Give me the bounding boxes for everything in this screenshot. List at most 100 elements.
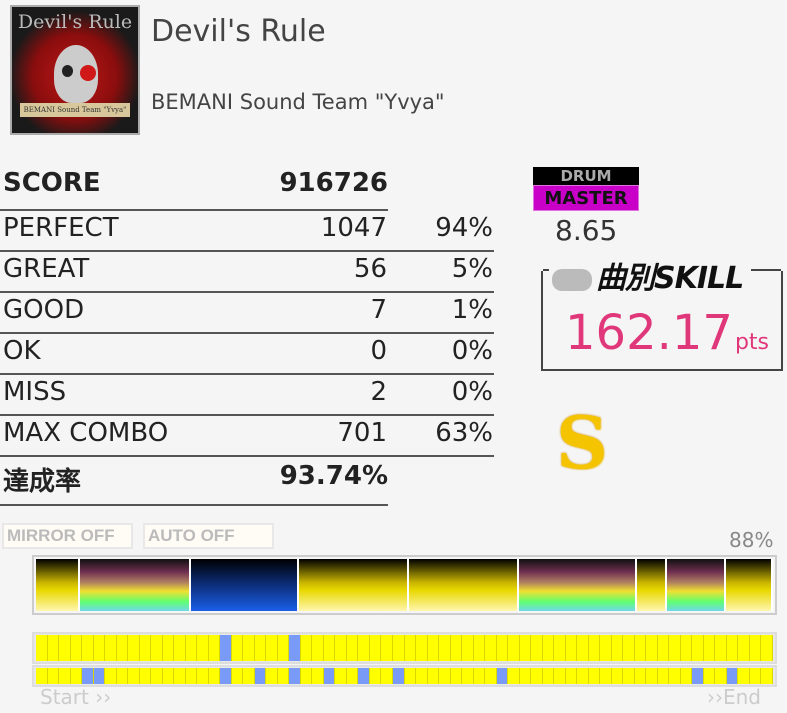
timeline-cell	[588, 635, 601, 661]
judgement-row: GOOD 7 1%	[0, 292, 494, 333]
judgement-count: 701	[337, 418, 387, 448]
timeline-cell	[600, 668, 612, 684]
timeline-cell	[358, 668, 370, 684]
difficulty-level: 8.65	[555, 214, 618, 247]
divider	[0, 455, 494, 457]
timeline-cell	[450, 635, 463, 661]
timeline-cell	[462, 635, 474, 661]
timeline-cell	[404, 668, 417, 684]
timeline-cell	[139, 635, 152, 661]
timeline-cell	[47, 668, 60, 684]
timeline-cell	[542, 668, 555, 684]
judgement-row: MAX COMBO 701 63%	[0, 415, 494, 456]
achievement-row: 達成率 93.74%	[0, 458, 388, 499]
timeline-cell	[243, 635, 255, 661]
timeline-cell	[715, 668, 727, 684]
timeline-cell	[323, 668, 336, 684]
section-yellow	[299, 559, 410, 611]
timeline-cell	[542, 635, 555, 661]
timeline-cell	[646, 668, 658, 684]
timeline-cell	[611, 668, 624, 684]
skull-eye	[62, 65, 73, 77]
timeline-cell	[496, 668, 509, 684]
skill-number: 162.17	[565, 305, 733, 361]
instrument-label: DRUM	[533, 167, 639, 185]
timeline-cell	[36, 635, 48, 661]
skill-box	[541, 269, 783, 371]
jacket-banner: BEMANI Sound Team "Yvya"	[20, 103, 130, 117]
judgement-count: 0	[370, 336, 387, 366]
timeline-cell	[726, 635, 739, 661]
timeline-cell	[243, 668, 255, 684]
timeline-cell	[623, 668, 635, 684]
timeline-cell	[531, 668, 543, 684]
timeline-cell	[439, 635, 451, 661]
judgement-label: GREAT	[3, 254, 90, 284]
timeline-cell	[531, 635, 543, 661]
timeline-cell	[392, 668, 405, 684]
jacket-title: Devil's Rule	[17, 11, 133, 33]
judgement-percent: 0%	[451, 336, 493, 366]
timeline-cell	[128, 635, 140, 661]
timeline-cell	[300, 668, 313, 684]
judgement-percent: 63%	[435, 418, 493, 448]
timeline-cell	[680, 635, 693, 661]
divider	[0, 209, 388, 211]
timeline-cell	[208, 668, 221, 684]
timeline-cell	[93, 668, 106, 684]
timeline-cell	[565, 635, 578, 661]
judgement-percent: 94%	[435, 213, 493, 243]
timeline-cell	[36, 668, 48, 684]
timeline-cell	[208, 635, 221, 661]
timeline-cell	[669, 668, 681, 684]
timeline-cell	[416, 635, 428, 661]
timeline-cell	[220, 635, 232, 661]
timeline-cell	[692, 635, 704, 661]
divider	[0, 373, 494, 375]
timeline-cell	[369, 668, 382, 684]
timeline-cell	[70, 635, 83, 661]
section-yellow	[636, 559, 667, 611]
timeline-cell	[565, 668, 578, 684]
judgement-percent: 5%	[451, 254, 493, 284]
timeline-cell	[680, 668, 693, 684]
timeline-cell	[634, 668, 647, 684]
timeline-cell	[346, 668, 359, 684]
timeline-cell	[254, 668, 267, 684]
judgement-count: 56	[353, 254, 387, 284]
timeline-cell	[335, 668, 347, 684]
judgement-label: PERFECT	[3, 213, 119, 243]
timeline-cell	[231, 635, 244, 661]
timeline-cell	[554, 635, 566, 661]
timeline-cell	[703, 635, 716, 661]
timeline-cell	[392, 635, 405, 661]
timeline-cell	[185, 635, 198, 661]
timeline-cell	[47, 635, 60, 661]
timeline-cell	[300, 635, 313, 661]
skill-label-text: 曲別SKILL	[596, 261, 744, 296]
skill-label: 曲別SKILL	[552, 253, 744, 297]
difficulty-name: MASTER	[533, 185, 639, 211]
auto-option: AUTO OFF	[143, 523, 274, 549]
skill-value: 162.17pts	[565, 305, 769, 361]
timeline-cell	[59, 668, 71, 684]
rank-icon: S	[556, 400, 608, 485]
timeline-cell	[105, 668, 117, 684]
timeline-cell	[277, 668, 290, 684]
timeline-cell	[381, 668, 393, 684]
timeline-cell	[508, 668, 520, 684]
timeline-cell	[588, 668, 601, 684]
divider	[0, 250, 494, 252]
section-blue	[190, 559, 300, 611]
song-title: Devil's Rule	[151, 14, 326, 49]
timeline-cell	[508, 635, 520, 661]
timeline-cell	[289, 635, 301, 661]
timeline-cell	[346, 635, 359, 661]
timeline-cell	[289, 668, 301, 684]
judgement-row: GREAT 56 5%	[0, 251, 494, 292]
judgement-label: GOOD	[3, 295, 85, 325]
timeline-cell	[266, 635, 278, 661]
timeline-cell	[151, 635, 163, 661]
achievement-label: 達成率	[3, 467, 82, 497]
judgement-count: 7	[370, 295, 387, 325]
